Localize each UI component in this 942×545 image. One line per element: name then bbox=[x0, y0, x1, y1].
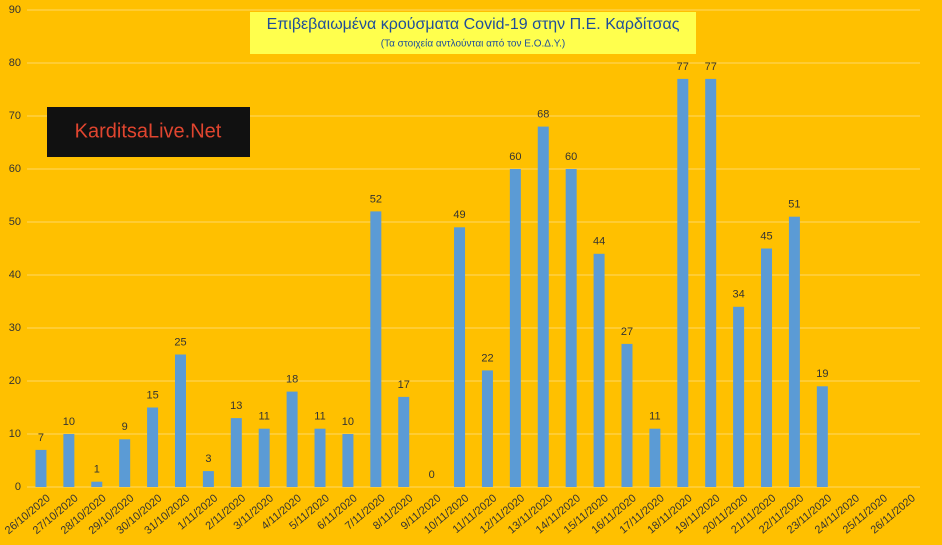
bar bbox=[593, 253, 605, 487]
bar bbox=[147, 407, 159, 487]
data-label: 11 bbox=[649, 411, 660, 423]
data-label: 1 bbox=[94, 464, 100, 476]
data-label: 9 bbox=[122, 421, 128, 433]
bar bbox=[258, 428, 270, 487]
bar bbox=[35, 449, 47, 487]
bar bbox=[761, 248, 773, 487]
bar bbox=[649, 428, 661, 487]
bar bbox=[677, 78, 689, 488]
data-label: 7 bbox=[38, 432, 44, 444]
chart-title: Επιβεβαιωμένα κρούσματα Covid-19 στην Π.… bbox=[267, 16, 680, 33]
data-label: 13 bbox=[230, 400, 242, 412]
y-tick-label: 50 bbox=[9, 216, 21, 228]
y-tick-label: 0 bbox=[15, 481, 21, 493]
data-label: 19 bbox=[816, 368, 828, 380]
data-label: 45 bbox=[760, 230, 772, 242]
bar bbox=[63, 434, 75, 487]
bar bbox=[370, 211, 382, 487]
bar bbox=[481, 370, 493, 487]
data-label: 60 bbox=[565, 151, 577, 163]
data-label: 11 bbox=[258, 411, 269, 423]
bar bbox=[788, 216, 800, 487]
data-label: 25 bbox=[174, 336, 186, 348]
data-label: 3 bbox=[205, 453, 211, 465]
data-label: 34 bbox=[732, 289, 744, 301]
data-label: 27 bbox=[621, 326, 633, 338]
data-label: 17 bbox=[398, 379, 410, 391]
bar bbox=[286, 391, 298, 487]
y-tick-label: 70 bbox=[9, 110, 21, 122]
data-label: 77 bbox=[677, 61, 689, 73]
bar bbox=[509, 169, 521, 487]
bar bbox=[565, 169, 577, 487]
bar bbox=[398, 396, 410, 487]
data-label: 68 bbox=[537, 109, 549, 121]
chart-subtitle: (Τα στοιχεία αντλούνται από τον Ε.Ο.Δ.Υ.… bbox=[381, 38, 565, 50]
bar bbox=[705, 78, 717, 488]
bar bbox=[454, 227, 466, 488]
data-label: 10 bbox=[342, 416, 354, 428]
bar bbox=[230, 418, 242, 487]
y-tick-label: 60 bbox=[9, 163, 21, 175]
bar bbox=[314, 428, 326, 487]
data-label: 18 bbox=[286, 374, 298, 386]
title-box bbox=[250, 12, 696, 54]
data-label: 15 bbox=[146, 389, 158, 401]
bar bbox=[816, 386, 828, 487]
data-label: 44 bbox=[593, 236, 605, 248]
data-label: 77 bbox=[705, 61, 717, 73]
y-tick-label: 40 bbox=[9, 269, 21, 281]
y-tick-label: 90 bbox=[9, 4, 21, 16]
bar bbox=[174, 354, 186, 487]
y-tick-label: 20 bbox=[9, 375, 21, 387]
data-label: 0 bbox=[429, 469, 435, 481]
bar bbox=[733, 306, 745, 487]
bar bbox=[537, 126, 549, 487]
bar bbox=[342, 434, 354, 487]
data-label: 11 bbox=[314, 411, 325, 423]
y-tick-label: 30 bbox=[9, 322, 21, 334]
logo: KarditsaLive.Net bbox=[75, 120, 222, 142]
logo-box bbox=[47, 107, 250, 157]
bar bbox=[621, 343, 633, 487]
data-label: 51 bbox=[788, 199, 800, 211]
data-label: 49 bbox=[453, 209, 465, 221]
data-label: 22 bbox=[481, 352, 493, 364]
bar bbox=[119, 439, 131, 487]
y-tick-label: 80 bbox=[9, 57, 21, 69]
bar bbox=[202, 471, 214, 487]
data-label: 60 bbox=[509, 151, 521, 163]
data-label: 52 bbox=[370, 193, 382, 205]
y-tick-label: 10 bbox=[9, 428, 21, 440]
bar bbox=[91, 481, 103, 487]
data-label: 10 bbox=[63, 416, 75, 428]
